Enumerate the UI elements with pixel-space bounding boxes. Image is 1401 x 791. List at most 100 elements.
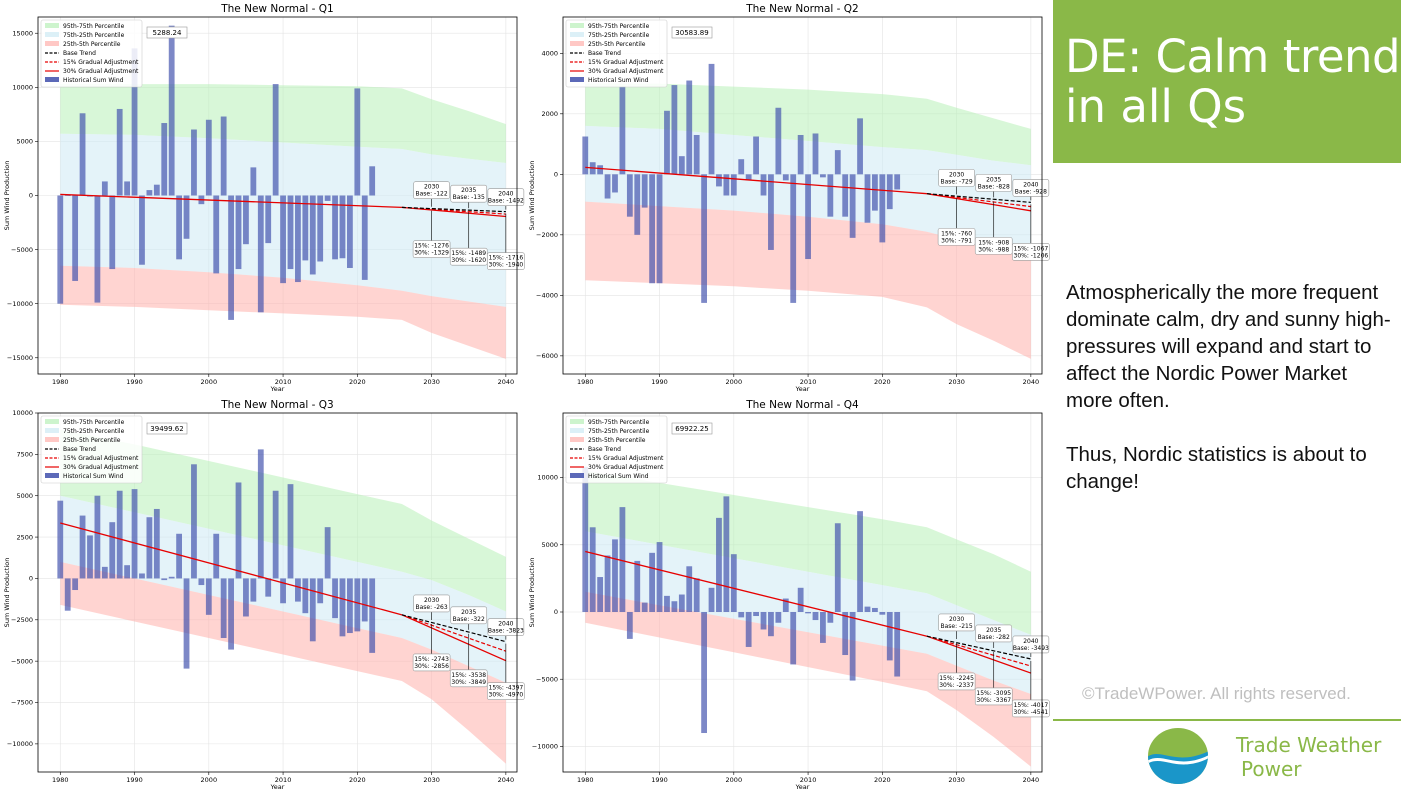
headline-box: DE: Calm trend in all Qs	[1053, 0, 1401, 163]
bar	[678, 594, 685, 612]
bar	[820, 174, 826, 178]
bar	[708, 587, 715, 612]
bar	[894, 611, 901, 677]
legend-label: Base Trend	[588, 50, 621, 57]
bar	[864, 606, 871, 612]
annotation-base: Base: -3493	[1013, 645, 1049, 652]
bar	[213, 195, 220, 274]
y-axis-label: Sum Wind Production	[528, 161, 536, 231]
x-tick-label: 1980	[577, 776, 594, 784]
adj30-line	[401, 614, 507, 662]
legend-label: 25th-5th Percentile	[588, 41, 646, 48]
bar	[361, 195, 368, 280]
bar	[235, 195, 242, 270]
band-25-5	[585, 591, 1031, 767]
adj15-line	[926, 193, 1031, 208]
annotation-base: Base: -1492	[488, 198, 524, 205]
annotation-base: Base: -828	[978, 183, 1010, 190]
bar	[582, 136, 589, 175]
adj30-line	[926, 635, 1032, 674]
bar	[797, 587, 804, 612]
annotation-15: 15%: -4397	[489, 685, 524, 692]
bar	[235, 482, 242, 579]
x-tick-label: 2040	[1023, 378, 1040, 386]
bar	[693, 578, 700, 612]
bar	[604, 555, 611, 612]
bar	[701, 174, 707, 303]
legend-label: Base Trend	[63, 50, 96, 57]
bar	[753, 611, 759, 617]
x-tick-label: 2000	[201, 776, 218, 784]
legend-swatch	[570, 473, 584, 478]
annotation-30: 30%: -3849	[451, 679, 486, 686]
bar	[790, 611, 797, 665]
annotation-30: 30%: -791	[941, 237, 972, 244]
annotation-year: 2035	[461, 187, 476, 194]
legend-box	[40, 415, 143, 484]
bar	[738, 611, 745, 618]
x-tick-label: 2040	[498, 378, 515, 386]
brand-name-line-1: Trade Weather	[1236, 733, 1382, 757]
chart-title: The New Normal - Q2	[745, 3, 859, 15]
bar	[317, 195, 324, 262]
annotation-box	[412, 653, 451, 672]
legend-swatch	[570, 32, 584, 37]
commentary: Atmospherically the more frequent domina…	[1066, 279, 1391, 522]
bar	[760, 174, 767, 196]
annotation-box	[1012, 635, 1050, 654]
legend-extra-value: 39499.62	[150, 425, 183, 433]
adj30-line	[401, 206, 506, 218]
bar	[57, 195, 64, 304]
bar	[176, 533, 182, 579]
bar	[701, 611, 707, 734]
legend-box	[565, 19, 668, 88]
bar	[153, 184, 160, 196]
headline-line-1: DE: Calm trend	[1065, 30, 1401, 83]
annotation-30: 30%: -2856	[414, 663, 449, 670]
legend-swatch	[45, 77, 59, 82]
annotation-box	[413, 594, 450, 613]
bar	[354, 88, 361, 196]
adj15-line	[926, 635, 1032, 667]
band-95-75	[585, 83, 1031, 166]
bar	[782, 598, 789, 612]
bar	[57, 500, 64, 579]
bar	[361, 578, 368, 622]
y-tick-label: −10000	[7, 740, 33, 748]
x-tick-label: 2020	[874, 378, 891, 386]
legend-label: Historical Sum Wind	[63, 473, 124, 480]
bar	[708, 63, 715, 175]
band-25-5	[585, 201, 1031, 359]
bar	[797, 134, 804, 175]
annotation-15: 15%: -1067	[1014, 245, 1049, 252]
bar	[664, 595, 670, 612]
legend-swatch	[45, 428, 59, 433]
annotation-box	[1012, 699, 1050, 718]
band-25-5	[60, 561, 506, 764]
bar	[265, 195, 272, 244]
bar	[612, 174, 618, 193]
x-tick-label: 1990	[126, 378, 143, 386]
bar	[109, 522, 116, 579]
chart-q4: The New Normal - Q4 2030 Base: -215 15%: -2…	[525, 396, 1050, 791]
y-tick-label: 15000	[12, 29, 33, 37]
bar	[671, 601, 678, 612]
annotation-year: 2035	[986, 176, 1001, 183]
bar	[768, 611, 774, 637]
chart-title: The New Normal - Q3	[220, 399, 334, 411]
annotation-15: 15%: -1489	[451, 250, 486, 257]
legend-label: 15% Gradual Adjustment	[588, 455, 664, 462]
y-tick-label: 10000	[12, 84, 33, 92]
bar	[626, 611, 633, 639]
annotation-15: 15%: -2245	[939, 675, 974, 682]
x-tick-label: 1990	[651, 378, 668, 386]
y-tick-label: 0	[554, 608, 558, 616]
legend-label: 25th-5th Percentile	[63, 41, 121, 48]
bar	[812, 133, 819, 175]
bar	[597, 165, 604, 175]
brand-name-line-2: Power	[1241, 757, 1302, 781]
bar	[302, 578, 309, 614]
legend-swatch	[570, 41, 584, 46]
bar	[842, 174, 849, 217]
bar	[820, 611, 826, 643]
